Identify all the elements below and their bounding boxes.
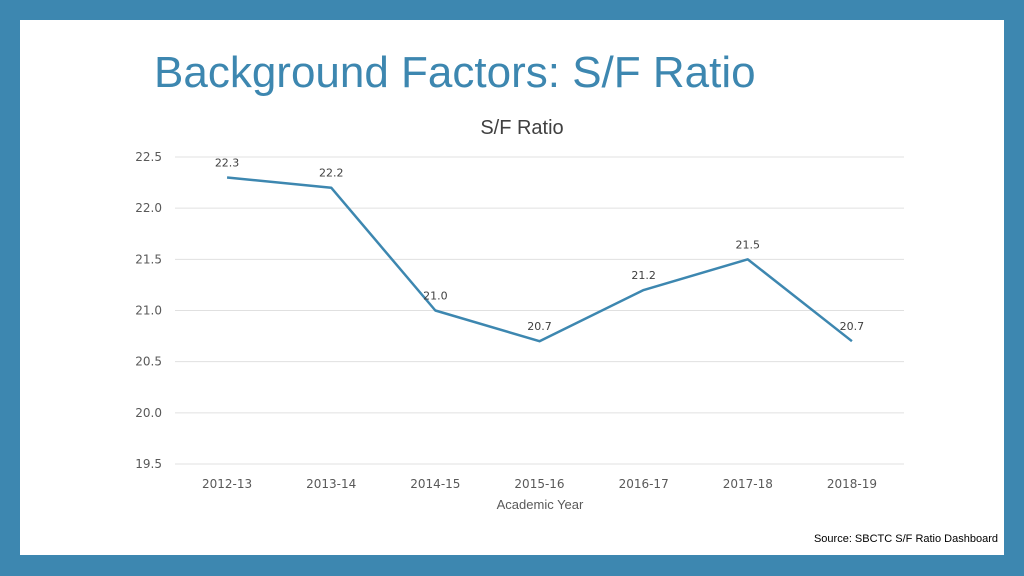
data-label: 21.0 (423, 290, 448, 303)
y-tick-label: 20.5 (135, 355, 162, 369)
x-tick-label: 2013-14 (306, 477, 356, 491)
data-label: 21.2 (631, 269, 656, 282)
y-tick-label: 21.5 (135, 252, 162, 266)
source-note: Source: SBCTC S/F Ratio Dashboard (813, 533, 998, 545)
slide-title: Background Factors: S/F Ratio (154, 48, 756, 97)
data-labels: 22.3 22.2 21.0 20.7 21.2 21.5 20.7 (215, 156, 864, 333)
y-tick-label: 22.5 (135, 150, 162, 164)
slide: Background Factors: S/F Ratio S/F Ratio … (20, 20, 1004, 555)
y-tick-label: 21.0 (135, 304, 162, 318)
x-tick-label: 2016-17 (619, 477, 669, 491)
x-tick-label: 2017-18 (723, 477, 773, 491)
data-label: 22.3 (215, 156, 240, 169)
line-chart: S/F Ratio 19.5 20.0 20.5 21.0 21.5 22.0 22.5 2… (135, 117, 904, 512)
y-tick-label: 20.0 (135, 406, 162, 420)
data-label: 21.5 (736, 238, 761, 251)
y-tick-label: 22.0 (135, 201, 162, 215)
gridlines (175, 156, 904, 465)
data-label: 20.7 (527, 320, 552, 333)
y-axis-ticks: 19.5 20.0 20.5 21.0 21.5 22.0 22.5 (135, 150, 162, 471)
x-tick-label: 2018-19 (827, 477, 877, 491)
y-tick-label: 19.5 (135, 457, 162, 471)
data-label: 22.2 (319, 167, 344, 180)
data-label: 20.7 (840, 320, 865, 333)
x-tick-label: 2014-15 (410, 477, 460, 491)
series-line (226, 176, 853, 343)
x-axis-ticks: 2012-13 2013-14 2014-15 2015-16 2016-17 2017-… (202, 477, 877, 491)
x-axis-label: Academic Year (497, 497, 584, 512)
x-tick-label: 2012-13 (202, 477, 252, 491)
x-tick-label: 2015-16 (514, 477, 564, 491)
chart-title: S/F Ratio (480, 117, 563, 139)
